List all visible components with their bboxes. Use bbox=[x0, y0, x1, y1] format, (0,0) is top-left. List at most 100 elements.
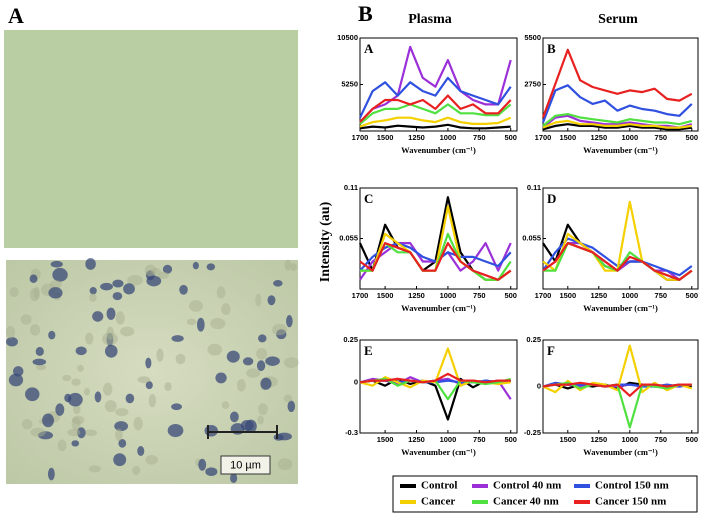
spectrum-line bbox=[359, 377, 511, 421]
cell bbox=[133, 416, 143, 431]
cell bbox=[88, 465, 101, 473]
x-tick-label: 1250 bbox=[408, 291, 425, 300]
panel-letter: F bbox=[547, 343, 555, 358]
cell bbox=[145, 381, 153, 390]
cell bbox=[221, 401, 230, 409]
panel-letter: B bbox=[547, 41, 556, 56]
x-tick-label: 1250 bbox=[408, 435, 425, 444]
scale-label: 10 µm bbox=[230, 459, 261, 471]
cell bbox=[64, 393, 72, 403]
y-axis-label: Intensity (au) bbox=[318, 201, 333, 282]
cell bbox=[112, 292, 123, 301]
spectrum-line bbox=[359, 94, 512, 123]
cell bbox=[256, 360, 266, 372]
cell bbox=[210, 317, 226, 330]
cell bbox=[67, 428, 81, 437]
cell bbox=[85, 258, 96, 270]
cell bbox=[123, 283, 135, 295]
cell bbox=[137, 446, 145, 456]
spectrum-line bbox=[359, 372, 511, 384]
spectrum-line bbox=[542, 113, 693, 127]
column-title: Serum bbox=[598, 12, 638, 27]
y-tick-label: 0.25 bbox=[526, 335, 541, 344]
cell bbox=[47, 467, 55, 481]
cell bbox=[276, 432, 292, 441]
cell bbox=[89, 293, 97, 302]
y-tick-label: -0.3 bbox=[345, 428, 358, 437]
cell bbox=[283, 357, 299, 368]
cell bbox=[13, 366, 24, 377]
cell bbox=[207, 343, 223, 356]
column-title: Plasma bbox=[408, 12, 452, 27]
micrograph-top bbox=[4, 30, 298, 248]
panel-letter: D bbox=[547, 191, 556, 206]
spectrum-line bbox=[359, 242, 512, 281]
y-tick-label: 5500 bbox=[524, 33, 541, 42]
x-tick-label: 1000 bbox=[621, 291, 638, 300]
cell bbox=[283, 394, 293, 403]
cell bbox=[8, 373, 24, 387]
cell bbox=[83, 387, 90, 396]
cell bbox=[106, 307, 116, 320]
cell bbox=[84, 429, 98, 437]
cell bbox=[89, 286, 97, 295]
cell bbox=[35, 346, 44, 357]
x-tick-label: 1250 bbox=[590, 291, 607, 300]
spectrum-line bbox=[542, 200, 693, 281]
cell bbox=[258, 334, 267, 343]
cell bbox=[127, 275, 143, 286]
cell bbox=[145, 454, 159, 465]
spectrum-line bbox=[359, 76, 512, 119]
cell bbox=[92, 311, 104, 322]
x-tick-label: 500 bbox=[686, 133, 699, 142]
y-tick-label: 0.055 bbox=[522, 233, 541, 242]
spectrum-line bbox=[359, 103, 512, 125]
cell bbox=[104, 400, 117, 413]
panel-label: A bbox=[8, 3, 24, 28]
cell bbox=[216, 286, 226, 299]
cell bbox=[290, 263, 297, 271]
spectrum-line bbox=[542, 381, 692, 397]
cell bbox=[132, 465, 141, 476]
cell bbox=[115, 311, 125, 325]
cell bbox=[62, 374, 72, 382]
cell bbox=[6, 336, 18, 347]
cell bbox=[30, 427, 46, 437]
cell bbox=[32, 358, 47, 366]
y-tick-label: -0.25 bbox=[524, 428, 541, 437]
x-tick-label: 1250 bbox=[590, 133, 607, 142]
cell bbox=[71, 440, 80, 447]
y-tick-label: 5250 bbox=[341, 79, 358, 88]
y-tick-label: 0.11 bbox=[344, 183, 358, 192]
cell bbox=[158, 271, 169, 279]
cell bbox=[192, 261, 199, 270]
cell bbox=[286, 315, 293, 328]
cell bbox=[206, 263, 216, 271]
x-tick-label: 750 bbox=[473, 133, 486, 142]
cell bbox=[75, 346, 87, 356]
cell bbox=[55, 403, 65, 416]
spectrum-line bbox=[542, 119, 692, 129]
cell bbox=[48, 330, 56, 340]
cell bbox=[236, 379, 246, 392]
cell bbox=[100, 282, 113, 291]
cells bbox=[5, 258, 299, 483]
cell bbox=[9, 287, 19, 298]
x-tick-label: 1500 bbox=[559, 133, 576, 142]
spectrum-line bbox=[542, 123, 692, 131]
panel-letter: A bbox=[364, 41, 374, 56]
cell bbox=[112, 279, 124, 288]
cell bbox=[272, 323, 288, 336]
x-tick-label: 1000 bbox=[440, 435, 457, 444]
cell bbox=[102, 332, 118, 346]
cell bbox=[273, 279, 283, 287]
cell bbox=[137, 376, 151, 384]
legend-label: Cancer 40 nm bbox=[493, 496, 559, 508]
cell bbox=[162, 264, 173, 274]
cell bbox=[48, 287, 63, 299]
x-tick-label: 1700 bbox=[352, 291, 369, 300]
cell bbox=[125, 393, 135, 404]
cell bbox=[5, 325, 16, 339]
cell bbox=[71, 378, 81, 386]
